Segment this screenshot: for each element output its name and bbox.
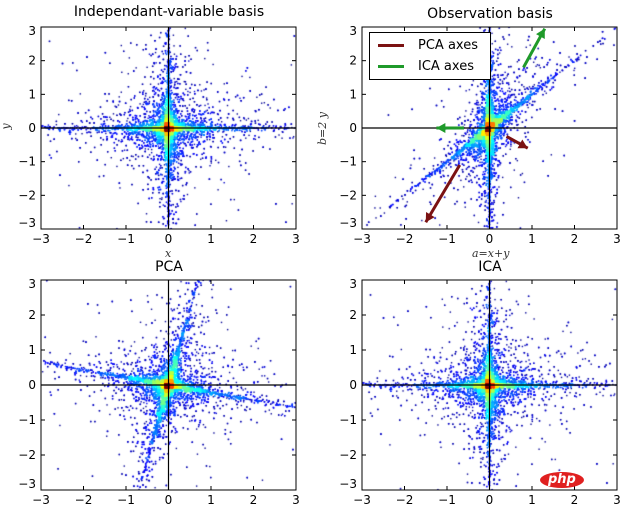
ylabel-independent: y [0, 123, 13, 130]
y-tick-label: 1 [349, 87, 357, 101]
axis-arrow-head [517, 139, 528, 149]
y-tick-label: −1 [18, 155, 36, 169]
x-tick-label: −3 [32, 232, 50, 246]
y-tick-label: 3 [349, 277, 357, 291]
x-tick-label: −2 [396, 232, 414, 246]
y-tick-label: −2 [339, 448, 357, 462]
axes-observation: −3 −2 −1 0 1 2 3 −3 −2 −1 0 1 2 3 [339, 24, 621, 246]
y-tick-label: 0 [349, 121, 357, 135]
y-tick-label: −2 [18, 448, 36, 462]
title-observation: Observation basis [427, 6, 553, 22]
x-tick-label: −1 [117, 493, 135, 506]
title-pca: PCA [155, 259, 183, 275]
x-tick-label: 2 [571, 232, 579, 246]
title-ica: ICA [478, 259, 502, 275]
y-tick-label: 0 [349, 378, 357, 392]
xlabel-independent: x [165, 247, 172, 260]
x-tick-label: 1 [528, 493, 536, 506]
x-tick-label: −1 [117, 232, 135, 246]
y-tick-label: 3 [28, 24, 36, 38]
x-tick-label: 2 [571, 493, 579, 506]
y-tick-label: −3 [18, 477, 36, 491]
axes-pca: −3 −2 −1 0 1 2 3 −3 −2 −1 0 1 2 3 [18, 277, 300, 506]
x-tick-label: −3 [353, 232, 371, 246]
y-tick-label: −3 [339, 216, 357, 230]
x-tick-label: 0 [165, 493, 173, 506]
y-tick-label: 2 [349, 54, 357, 68]
x-tick-label: 3 [613, 493, 621, 506]
y-tick-label: −2 [18, 188, 36, 202]
x-tick-label: 1 [528, 232, 536, 246]
legend-entry-pca: PCA axes [378, 38, 478, 53]
x-tick-label: −1 [438, 493, 456, 506]
legend-swatch-ica [378, 65, 404, 68]
x-tick-label: 0 [165, 232, 173, 246]
watermark: php [540, 472, 584, 488]
x-tick-label: 2 [250, 493, 258, 506]
y-tick-label: 2 [28, 308, 36, 322]
y-tick-label: −1 [339, 413, 357, 427]
ylabel-observation: b=2 y [315, 112, 329, 145]
y-tick-label: 2 [28, 54, 36, 68]
x-tick-label: −3 [353, 493, 371, 506]
x-tick-label: 0 [486, 493, 494, 506]
y-tick-label: 0 [28, 121, 36, 135]
axes-independent: −3 −2 −1 0 1 2 3 −3 −2 −1 0 1 2 3 [18, 24, 300, 246]
x-tick-label: −3 [32, 493, 50, 506]
x-tick-label: 3 [292, 493, 300, 506]
axis-arrow-head [425, 211, 435, 223]
y-tick-label: 1 [28, 87, 36, 101]
x-tick-label: 1 [207, 493, 215, 506]
legend-label-ica: ICA axes [418, 59, 474, 74]
y-tick-label: 2 [349, 308, 357, 322]
x-tick-label: −1 [438, 232, 456, 246]
xlabel-observation: a=x+y [472, 247, 510, 260]
x-tick-label: −2 [75, 493, 93, 506]
y-tick-label: 0 [28, 378, 36, 392]
x-tick-label: 1 [207, 232, 215, 246]
x-tick-label: 3 [613, 232, 621, 246]
y-tick-label: 1 [28, 343, 36, 357]
y-tick-label: 3 [349, 24, 357, 38]
x-tick-label: 0 [486, 232, 494, 246]
title-independent: Independant-variable basis [73, 4, 265, 20]
y-tick-label: −3 [339, 477, 357, 491]
y-tick-label: 3 [28, 277, 36, 291]
legend-swatch-pca [378, 44, 404, 47]
y-tick-label: −1 [339, 155, 357, 169]
x-tick-label: −2 [396, 493, 414, 506]
y-tick-label: −1 [18, 413, 36, 427]
axis-arrow-shaft [424, 164, 462, 224]
axis-arrow-head [536, 28, 545, 39]
legend: PCA axes ICA axes [369, 32, 491, 80]
y-tick-label: −2 [339, 188, 357, 202]
x-tick-label: 3 [292, 232, 300, 246]
x-tick-label: 2 [250, 232, 258, 246]
legend-label-pca: PCA axes [418, 38, 478, 53]
x-tick-label: −2 [75, 232, 93, 246]
y-tick-label: 1 [349, 343, 357, 357]
legend-entry-ica: ICA axes [378, 59, 474, 74]
axis-arrow-head [436, 123, 446, 133]
watermark-logo: php [540, 472, 584, 488]
axes-ica: −3 −2 −1 0 1 2 3 −3 −2 −1 0 1 2 3 [339, 277, 621, 506]
y-tick-label: −3 [18, 216, 36, 230]
